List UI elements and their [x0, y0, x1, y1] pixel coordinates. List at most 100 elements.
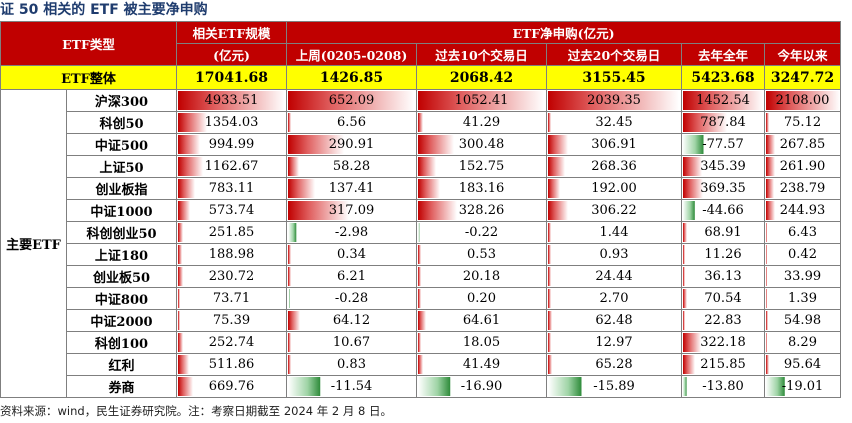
- cell-20d: 0.93: [546, 243, 682, 266]
- cell-value: 41.29: [462, 115, 501, 130]
- cell-value: 652.09: [328, 93, 375, 108]
- data-bar: [418, 355, 423, 374]
- cell-10d: 0.20: [416, 287, 547, 310]
- header-etf-type: ETF类型: [0, 21, 177, 66]
- cell-value: 18.05: [462, 335, 501, 350]
- cell-value: 6.21: [337, 269, 366, 284]
- data-bar: [288, 179, 315, 198]
- data-bar: [418, 377, 451, 396]
- cell-value: 2.70: [599, 291, 629, 306]
- data-bar: [288, 223, 297, 242]
- total-row: ETF整体 17041.68 1426.85 2068.42 3155.45 5…: [0, 65, 841, 90]
- data-bar: [178, 245, 183, 264]
- data-bar: [178, 377, 193, 396]
- cell-value: -16.90: [460, 379, 503, 394]
- etf-name: 中证2000: [66, 309, 177, 332]
- etf-name: 红利: [66, 353, 177, 376]
- cell-value: 64.61: [462, 313, 501, 328]
- data-bar: [178, 157, 204, 176]
- table-row: 中证1000 573.74 317.09 328.26 306.22 -44.66 244.…: [1, 199, 841, 222]
- data-bar: [418, 201, 458, 220]
- data-bar: [683, 333, 701, 352]
- cell-value: -2.98: [334, 225, 369, 240]
- data-bar: [766, 355, 770, 374]
- cell-value: 1354.03: [204, 115, 259, 130]
- cell-value: -0.22: [464, 225, 499, 240]
- header-last-week: 上周(0205-0208): [286, 43, 417, 66]
- cell-last-year: 22.83: [681, 309, 765, 332]
- data-bar: [178, 201, 191, 220]
- data-bar: [548, 355, 553, 374]
- data-bar: [288, 157, 300, 176]
- cell-value: 300.48: [458, 137, 505, 152]
- cell-value: 41.49: [462, 357, 501, 372]
- cell-size: 1354.03: [176, 111, 287, 134]
- data-bar: [178, 311, 181, 330]
- cell-last-year: -44.66: [681, 199, 765, 222]
- cell-value: 573.74: [208, 203, 255, 218]
- data-bar: [178, 333, 184, 352]
- cell-size: 252.74: [176, 331, 287, 354]
- etf-name: 中证800: [66, 287, 177, 310]
- data-bar: [766, 157, 776, 176]
- data-bar: [766, 267, 768, 286]
- table-row: 中证500 994.99 290.91 300.48 306.91 -77.57 267.8…: [1, 133, 841, 156]
- table-row: 上证50 1162.67 58.28 152.75 268.36 345.39 261.90: [1, 155, 841, 178]
- cell-20d: 306.91: [546, 133, 682, 156]
- data-bar: [766, 311, 768, 330]
- cell-value: 137.41: [328, 181, 375, 196]
- table-row: 主要ETF 沪深300 4933.51 652.09 1052.41 2039.35 145…: [0, 89, 841, 398]
- cell-10d: 41.49: [416, 353, 547, 376]
- data-bar: [548, 377, 582, 396]
- cell-value: 12.97: [595, 335, 633, 350]
- data-bar: [178, 135, 200, 154]
- cell-last-year: 369.35: [681, 177, 765, 200]
- cell-10d: 64.61: [416, 309, 547, 332]
- cell-value: 64.12: [332, 313, 371, 328]
- data-bar: [548, 113, 551, 132]
- cell-value: 0.93: [599, 247, 629, 262]
- cell-ytd: 33.99: [764, 265, 841, 288]
- cell-ytd: 8.29: [764, 331, 841, 354]
- table-row: 中证2000 75.39 64.12 64.61 62.48 22.83 54.98: [1, 309, 841, 332]
- group-label: 主要ETF: [0, 89, 67, 398]
- data-bar: [288, 245, 291, 264]
- cell-value: 0.83: [337, 357, 366, 372]
- data-bar: [178, 289, 181, 308]
- cell-value: 328.26: [458, 203, 505, 218]
- data-bar: [766, 245, 768, 264]
- data-bar: [548, 201, 568, 220]
- header-row-1: ETF类型 相关ETF规模 ETF净申购(亿元): [0, 21, 841, 66]
- data-bar: [683, 91, 764, 110]
- data-bar: [683, 245, 685, 264]
- data-bar: [683, 289, 687, 308]
- data-bar: [418, 135, 455, 154]
- cell-last-week: 58.28: [286, 155, 417, 178]
- cell-last-week: 10.67: [286, 331, 417, 354]
- cell-ytd: -19.01: [764, 375, 841, 398]
- data-bar: [683, 223, 687, 242]
- data-bar: [418, 245, 421, 264]
- data-bar: [288, 333, 291, 352]
- data-bar: [766, 201, 775, 220]
- cell-last-week: 137.41: [286, 177, 417, 200]
- cell-value: 22.83: [704, 313, 742, 328]
- cell-value: 268.36: [591, 159, 637, 174]
- data-bar: [178, 223, 184, 242]
- data-bar: [682, 377, 687, 396]
- header-20d: 过去20个交易日: [546, 43, 682, 66]
- data-bar: [682, 135, 704, 154]
- etf-name: 中证500: [66, 133, 177, 156]
- cell-10d: 1052.41: [416, 89, 547, 112]
- cell-value: 54.98: [783, 313, 822, 328]
- data-bar: [288, 91, 415, 110]
- data-bar: [288, 289, 290, 308]
- cell-value: 6.43: [788, 225, 817, 240]
- cell-last-week: -0.28: [286, 287, 417, 310]
- cell-value: 306.22: [591, 203, 637, 218]
- cell-last-week: 0.83: [286, 353, 417, 376]
- cell-20d: 2.70: [546, 287, 682, 310]
- data-bar: [288, 355, 291, 374]
- cell-last-year: 215.85: [681, 353, 765, 376]
- cell-size: 75.39: [176, 309, 287, 332]
